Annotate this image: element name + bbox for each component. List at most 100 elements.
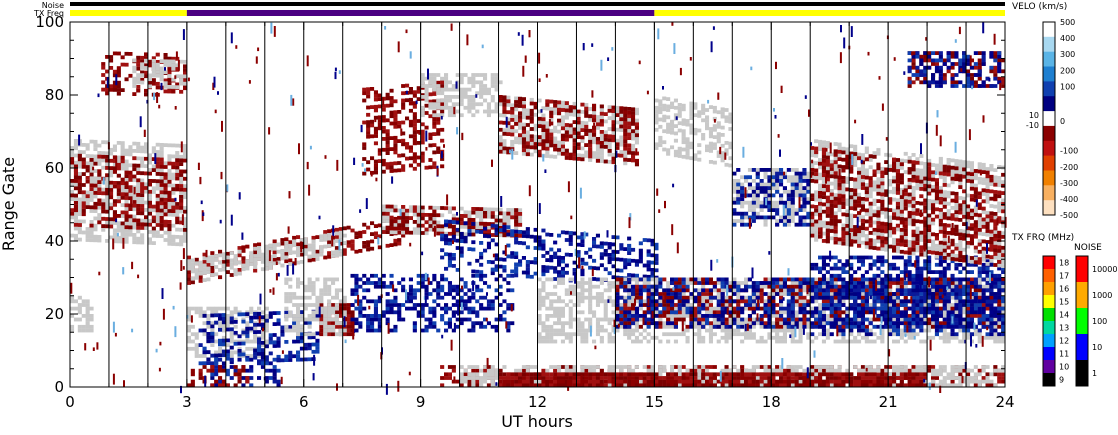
data-cell (619, 257, 624, 262)
data-cell (502, 257, 507, 262)
data-cell (167, 82, 172, 87)
data-cell (420, 223, 425, 228)
data-cell (109, 84, 114, 89)
data-cell (529, 152, 534, 157)
data-cell (880, 335, 885, 340)
data-cell (615, 268, 620, 273)
data-cell (553, 103, 558, 108)
data-cell (580, 232, 585, 236)
data-cell (506, 99, 511, 104)
data-cell (502, 128, 507, 132)
data-cell (631, 147, 636, 152)
data-cell (327, 236, 332, 241)
data-cell (447, 238, 452, 242)
data-cell (486, 321, 491, 326)
data-cell (568, 306, 573, 311)
data-cell (132, 225, 137, 230)
data-cell (93, 183, 98, 188)
data-cell (494, 227, 499, 232)
data-cell (229, 251, 234, 255)
data-cell (557, 111, 562, 116)
data-cell (541, 265, 546, 269)
data-cell (615, 127, 620, 132)
data-cell (771, 321, 776, 326)
data-cell (101, 209, 106, 214)
data-cell (471, 84, 476, 88)
data-cell (85, 165, 90, 169)
data-cell (225, 327, 230, 332)
data-cell (311, 246, 316, 251)
data-cell (432, 273, 437, 278)
data-cell (373, 159, 378, 164)
data-cell (221, 338, 226, 343)
data-cell (327, 317, 332, 322)
data-cell (311, 292, 316, 296)
data-cell (412, 227, 417, 232)
data-cell (140, 55, 145, 60)
data-cell (459, 231, 464, 236)
data-cell (533, 238, 538, 243)
data-cell (541, 321, 546, 326)
data-cell (120, 185, 125, 189)
data-cell (319, 303, 324, 307)
data-cell (401, 164, 406, 169)
data-cell (525, 134, 530, 138)
data-cell (338, 241, 343, 246)
data-cell (377, 299, 382, 304)
data-cell (315, 235, 320, 239)
data-cell (634, 133, 639, 138)
data-cell (393, 299, 398, 304)
data-cell (650, 271, 655, 276)
data-cell (175, 82, 180, 87)
data-cell (592, 129, 597, 134)
data-cell (81, 328, 86, 333)
data-cell (292, 354, 297, 359)
data-cell (463, 306, 468, 311)
data-cell (432, 76, 437, 81)
data-cell (109, 55, 114, 59)
data-cell (564, 148, 569, 153)
data-cell (147, 160, 152, 165)
data-cell (459, 206, 464, 211)
data-cell (779, 328, 784, 333)
data-cell (210, 324, 215, 329)
data-cell (85, 321, 90, 326)
data-cell (105, 55, 110, 59)
data-cell (342, 295, 347, 300)
data-cell (132, 214, 137, 219)
data-cell (494, 215, 499, 219)
data-cell (498, 314, 503, 318)
data-cell (623, 258, 628, 262)
data-cell (393, 216, 398, 221)
data-cell (140, 196, 145, 201)
data-cell (85, 314, 90, 318)
data-cell (498, 142, 503, 147)
data-cell (245, 312, 250, 316)
data-cell (393, 117, 398, 122)
data-cell (486, 207, 491, 212)
data-cell (331, 321, 336, 326)
data-cell (183, 224, 188, 229)
data-cell (607, 339, 612, 344)
data-cell (615, 105, 620, 110)
data-cell (264, 339, 269, 344)
data-cell (946, 332, 951, 337)
data-cell (541, 139, 546, 143)
data-cell (120, 163, 125, 167)
data-cell (140, 171, 145, 176)
data-cell (479, 273, 484, 278)
data-cell (124, 62, 129, 67)
data-cell (631, 154, 636, 159)
data-cell (105, 91, 110, 96)
data-cell (319, 328, 324, 333)
data-cell (89, 317, 94, 322)
data-cell (432, 87, 437, 92)
data-cell (334, 321, 339, 326)
data-cell (724, 332, 729, 337)
data-cell (101, 154, 106, 159)
data-cell (599, 277, 604, 282)
data-cell (393, 204, 398, 209)
data-cell (136, 200, 141, 205)
data-cell (447, 292, 452, 296)
data-cell (697, 328, 702, 333)
